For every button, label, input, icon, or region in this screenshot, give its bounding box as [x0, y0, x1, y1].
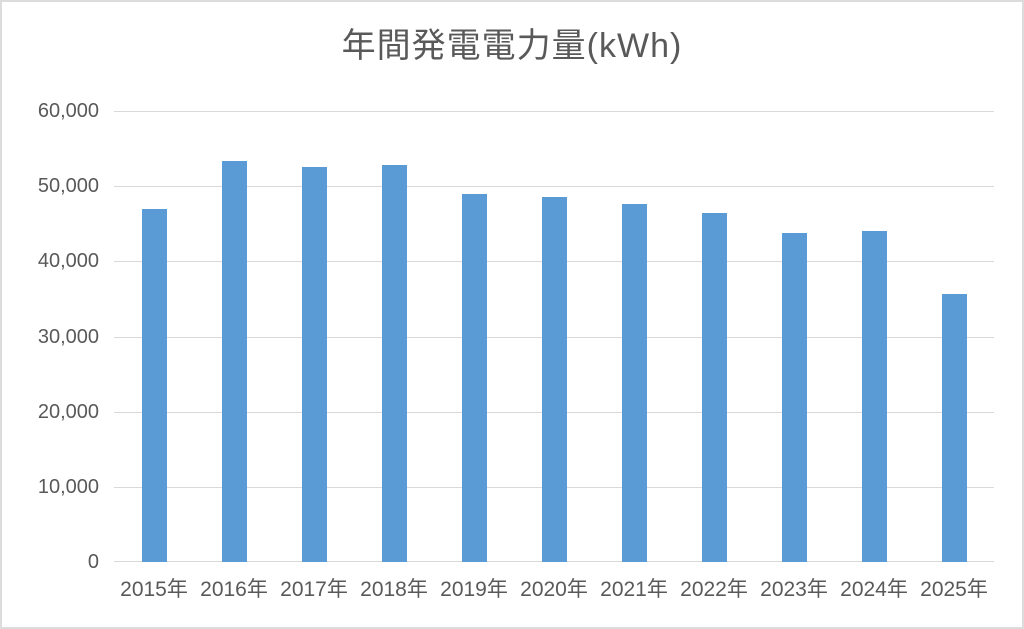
- x-tick-label: 2024年: [840, 578, 908, 601]
- bar-2020年: [542, 197, 567, 562]
- bar-2021年: [622, 204, 647, 562]
- y-tick-label: 0: [87, 551, 99, 573]
- bar-2022年: [702, 213, 727, 562]
- x-axis: 2015年 2016年 2017年 2018年 2019年 2020年 2021年 2022年…: [114, 574, 994, 608]
- x-tick-label: 2023年: [760, 578, 828, 601]
- x-tick-label: 2020年: [520, 578, 588, 601]
- gridline: [114, 186, 994, 187]
- bar-2025年: [942, 294, 967, 562]
- x-tick-label: 2025年: [920, 578, 988, 601]
- chart-title: 年間発電電力量(kWh): [341, 27, 683, 65]
- bar-2016年: [222, 161, 247, 562]
- bar-2015年: [142, 209, 167, 562]
- y-tick-label: 10,000: [37, 476, 99, 498]
- y-tick-label: 60,000: [37, 100, 99, 122]
- bar-2017年: [302, 167, 327, 562]
- plot-area: [114, 111, 994, 562]
- bar-2018年: [382, 165, 407, 562]
- y-axis: 0 10,000 20,000 30,000 40,000 50,000 60,000: [2, 101, 99, 572]
- gridline: [114, 111, 994, 112]
- y-tick-label: 50,000: [37, 175, 99, 197]
- y-tick-label: 20,000: [37, 401, 99, 423]
- x-tick-label: 2019年: [440, 578, 508, 601]
- x-tick-label: 2015年: [120, 578, 188, 601]
- bar-2024年: [862, 231, 887, 562]
- y-tick-label: 40,000: [37, 250, 99, 272]
- x-tick-label: 2021年: [600, 578, 668, 601]
- x-tick-label: 2022年: [680, 578, 748, 601]
- y-tick-label: 30,000: [37, 326, 99, 348]
- bar-2023年: [782, 233, 807, 562]
- x-tick-label: 2016年: [200, 578, 268, 601]
- x-tick-label: 2018年: [360, 578, 428, 601]
- bar-2019年: [462, 194, 487, 562]
- x-tick-label: 2017年: [280, 578, 348, 601]
